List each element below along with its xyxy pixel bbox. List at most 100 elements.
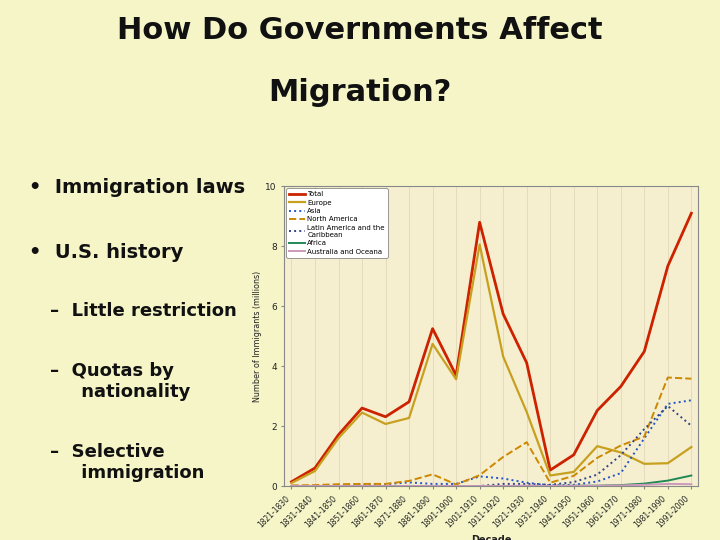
Australia and Oceana (687, 481, 696, 488)
Europe (664, 460, 672, 467)
Total (546, 467, 554, 474)
Africa (287, 483, 296, 489)
Africa (593, 482, 602, 489)
Africa (616, 482, 625, 488)
Europe (570, 469, 578, 475)
Latin America and the
Caribbean (428, 483, 437, 489)
Africa (451, 483, 460, 489)
Total (428, 326, 437, 332)
Europe (381, 421, 390, 427)
Africa (546, 483, 554, 489)
Europe (523, 409, 531, 415)
Asia (310, 483, 319, 489)
Text: •  Immigration laws: • Immigration laws (29, 178, 245, 197)
North America (523, 439, 531, 446)
Latin America and the
Caribbean (640, 426, 649, 433)
Australia and Oceana (334, 483, 343, 489)
Africa (358, 483, 366, 489)
Total (358, 405, 366, 411)
Africa (687, 472, 696, 479)
Line: Africa: Africa (292, 476, 691, 486)
Total (616, 383, 625, 390)
Latin America and the
Caribbean (523, 481, 531, 487)
North America (499, 454, 508, 460)
Australia and Oceana (428, 483, 437, 489)
Asia (334, 483, 343, 489)
Asia (593, 478, 602, 485)
North America (687, 375, 696, 382)
North America (287, 482, 296, 489)
Africa (499, 483, 508, 489)
Asia (570, 482, 578, 488)
Latin America and the
Caribbean (358, 483, 366, 489)
Asia (451, 481, 460, 487)
Australia and Oceana (616, 482, 625, 489)
Asia (546, 482, 554, 489)
Total (287, 478, 296, 485)
Australia and Oceana (381, 483, 390, 489)
Europe (405, 415, 413, 421)
Australia and Oceana (475, 483, 484, 489)
Latin America and the
Caribbean (499, 481, 508, 487)
Latin America and the
Caribbean (334, 483, 343, 489)
Latin America and the
Caribbean (570, 479, 578, 485)
Total (334, 431, 343, 438)
Line: Australia and Oceana: Australia and Oceana (292, 484, 691, 486)
Asia (640, 435, 649, 442)
Total (523, 360, 531, 366)
Australia and Oceana (451, 483, 460, 489)
North America (334, 481, 343, 488)
Total (570, 451, 578, 458)
Africa (334, 483, 343, 489)
Legend: Total, Europe, Asia, North America, Latin America and the
Caribbean, Africa, Aus: Total, Europe, Asia, North America, Lati… (287, 188, 387, 258)
Latin America and the
Caribbean (664, 403, 672, 409)
Africa (523, 483, 531, 489)
Line: Asia: Asia (292, 400, 691, 486)
Europe (334, 435, 343, 441)
Europe (546, 472, 554, 479)
Total (451, 372, 460, 379)
Asia (475, 473, 484, 480)
Europe (687, 444, 696, 450)
Australia and Oceana (358, 483, 366, 489)
Latin America and the
Caribbean (310, 483, 319, 489)
Europe (475, 241, 484, 248)
North America (428, 471, 437, 477)
Europe (593, 443, 602, 449)
Australia and Oceana (546, 483, 554, 489)
Latin America and the
Caribbean (405, 483, 413, 489)
Africa (310, 483, 319, 489)
X-axis label: Decade: Decade (471, 535, 512, 540)
Australia and Oceana (287, 483, 296, 489)
Australia and Oceana (405, 483, 413, 489)
Australia and Oceana (640, 482, 649, 488)
Australia and Oceana (523, 482, 531, 489)
North America (358, 481, 366, 487)
Africa (381, 483, 390, 489)
Asia (428, 481, 437, 487)
Asia (287, 483, 296, 489)
Australia and Oceana (499, 483, 508, 489)
Text: How Do Governments Affect: How Do Governments Affect (117, 16, 603, 45)
Line: Latin America and the
Caribbean: Latin America and the Caribbean (292, 406, 691, 486)
Australia and Oceana (570, 482, 578, 489)
Total (499, 310, 508, 317)
Africa (405, 483, 413, 489)
North America (640, 433, 649, 440)
Australia and Oceana (593, 482, 602, 489)
North America (616, 442, 625, 449)
North America (310, 482, 319, 488)
Line: Total: Total (292, 213, 691, 482)
Y-axis label: Number of Immigrants (millions): Number of Immigrants (millions) (253, 271, 263, 402)
Total (310, 465, 319, 471)
Total (687, 210, 696, 217)
Latin America and the
Caribbean (475, 483, 484, 489)
Latin America and the
Caribbean (381, 483, 390, 489)
Europe (640, 461, 649, 467)
Africa (428, 483, 437, 489)
Australia and Oceana (310, 483, 319, 489)
Africa (475, 483, 484, 489)
Text: Migration?: Migration? (269, 78, 451, 107)
Text: –  Selective
     immigration: – Selective immigration (50, 443, 204, 482)
Text: •  U.S. history: • U.S. history (29, 243, 183, 262)
